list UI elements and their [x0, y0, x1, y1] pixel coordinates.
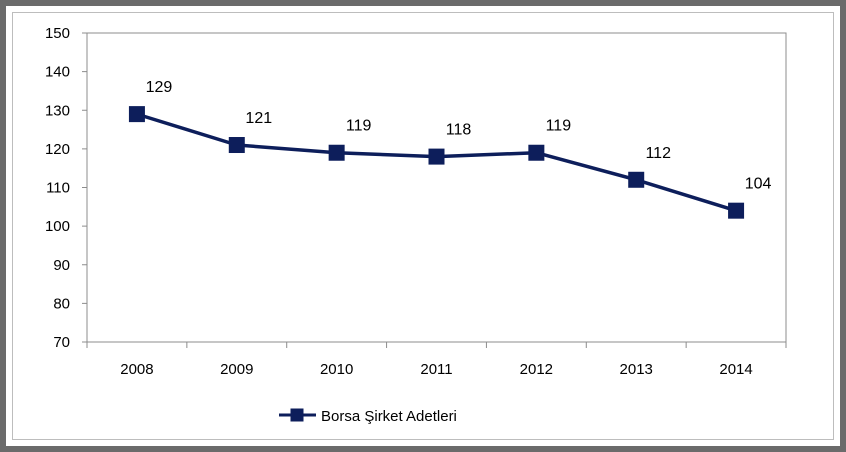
y-tick-label: 140 — [45, 64, 70, 81]
x-tick-label: 2009 — [220, 361, 253, 378]
y-tick-label: 70 — [53, 334, 70, 351]
data-label: 119 — [546, 118, 572, 135]
y-tick-label: 150 — [45, 25, 70, 42]
data-label: 129 — [146, 79, 173, 96]
data-point-marker — [228, 137, 245, 154]
x-tick-label: 2012 — [520, 361, 553, 378]
legend-marker — [290, 408, 304, 422]
legend-label: Borsa Şirket Adetleri — [321, 408, 457, 425]
y-tick-label: 130 — [45, 102, 70, 119]
data-point-marker — [428, 148, 445, 165]
data-point-marker — [628, 171, 645, 188]
y-tick-label: 80 — [53, 295, 70, 312]
data-point-marker — [728, 202, 745, 219]
y-tick-label: 120 — [45, 141, 70, 158]
y-tick-label: 100 — [45, 218, 70, 235]
x-tick-label: 2010 — [320, 361, 353, 378]
chart-frame-inner — [12, 12, 834, 440]
data-point-marker — [128, 106, 145, 123]
legend: Borsa Şirket Adetleri — [279, 408, 457, 425]
x-tick-label: 2008 — [120, 361, 153, 378]
data-label: 112 — [645, 145, 671, 162]
x-tick-label: 2011 — [420, 361, 452, 378]
data-point-marker — [528, 144, 545, 161]
data-label: 104 — [745, 176, 772, 193]
series: 129 121 119 118 119 112 104 — [128, 79, 772, 219]
plot-area — [86, 32, 787, 343]
y-tick-label: 110 — [46, 180, 70, 197]
data-label: 119 — [346, 118, 372, 135]
x-tick-label: 2014 — [719, 361, 752, 378]
x-tick-label: 2013 — [620, 361, 653, 378]
y-tick-label: 90 — [53, 257, 70, 274]
x-axis: 2008 2009 2010 2011 2012 2013 2014 — [86, 342, 787, 378]
y-axis: 70 80 90 100 110 120 130 140 150 — [45, 25, 87, 351]
data-point-marker — [328, 144, 345, 161]
data-label: 121 — [245, 110, 272, 127]
data-label: 118 — [446, 122, 472, 139]
